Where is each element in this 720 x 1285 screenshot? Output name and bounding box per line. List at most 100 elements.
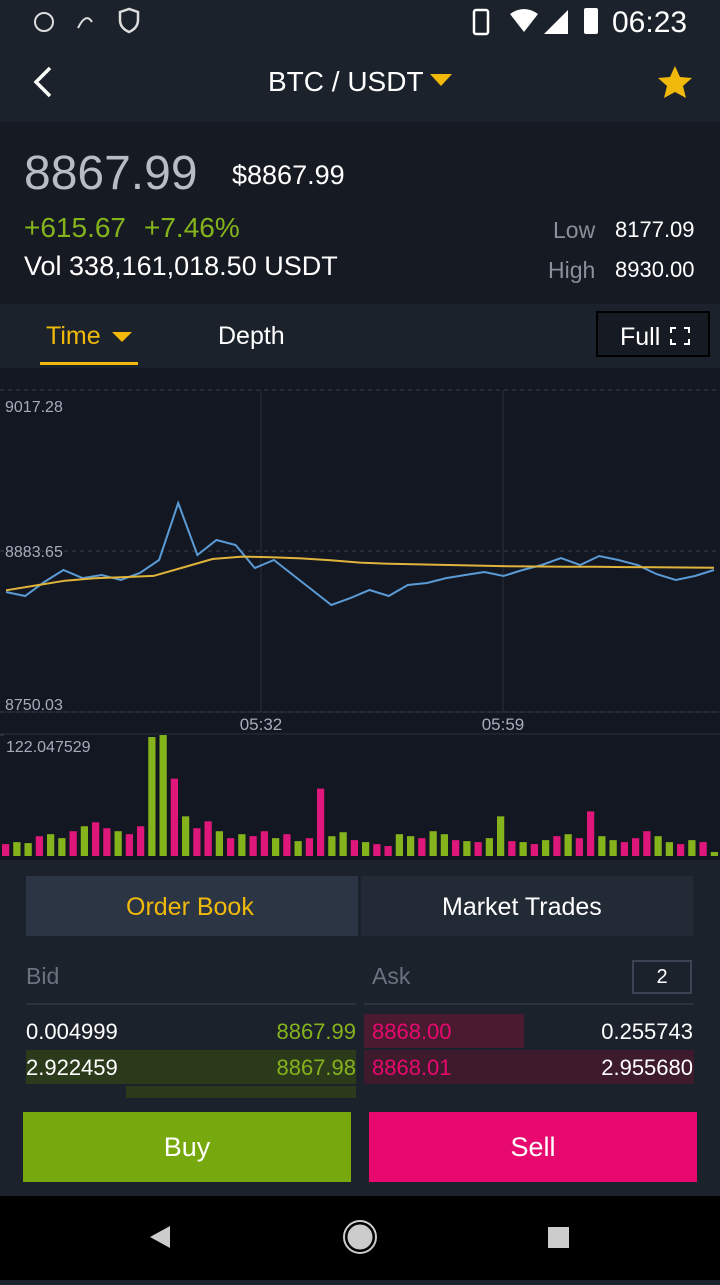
volume-bar [553, 836, 561, 856]
volume-bar [2, 844, 10, 856]
volume-bar [373, 844, 381, 856]
market-trades-tab[interactable]: Market Trades [361, 876, 693, 936]
last-price: 8867.99 [24, 147, 198, 200]
volume-bar [575, 838, 583, 856]
volume-bar [182, 816, 190, 856]
tab-label: Market Trades [442, 893, 602, 921]
volume-bar [710, 852, 718, 856]
bid-amount: 2.922459 [26, 1055, 118, 1080]
price-line [5, 499, 715, 607]
volume-bar [598, 836, 606, 856]
volume-bar [148, 737, 156, 856]
bid-depth-bar [126, 1086, 356, 1100]
volume-bar [283, 834, 291, 856]
ticker-panel: 8867.99 $8867.99 +615.67 +7.46% Vol 338,… [0, 122, 720, 304]
volume-bar [227, 838, 235, 856]
volume-bar [688, 840, 696, 856]
volume-bar [193, 828, 201, 856]
price-change-pct: +7.46% [144, 212, 240, 243]
volume-bar [564, 834, 572, 856]
home-ring [343, 1220, 377, 1254]
volume-bar [294, 841, 302, 856]
price-chart: 05:32 05:59 9017.28 8883.65 8750.03 122.047… [0, 368, 720, 860]
bid-amount: 0.004999 [26, 1019, 118, 1044]
icon [584, 8, 598, 34]
back-key[interactable] [150, 1226, 170, 1248]
star [658, 66, 692, 98]
caret [112, 332, 132, 342]
volume-bar [677, 844, 685, 856]
expand-shape [670, 327, 690, 345]
volume-bar [463, 841, 471, 856]
volume-bar [530, 844, 538, 856]
system-nav-bar [0, 1196, 720, 1280]
back-button[interactable] [28, 64, 58, 100]
volume-bar [407, 836, 415, 856]
volume-bar [497, 816, 505, 856]
dropdown-icon [112, 332, 132, 342]
volume-bar [519, 842, 527, 856]
bid-price: 8867.98 [276, 1055, 356, 1080]
home-key[interactable] [344, 1221, 376, 1253]
volume-bar [159, 735, 167, 856]
icon [118, 7, 140, 34]
y-tick-label: 8883.65 [5, 544, 63, 561]
ask-depth-bar [364, 1014, 524, 1048]
volume: Vol 338,161,018.50 USDT [24, 251, 338, 281]
volume-bar [452, 840, 460, 856]
volume-bar [429, 831, 437, 856]
price-usd: $8867.99 [232, 160, 345, 190]
favorite-button[interactable] [656, 64, 694, 100]
volume-bar [238, 834, 246, 856]
precision-selector[interactable]: 2 [632, 960, 692, 994]
pair-selector[interactable]: BTC / USDT [268, 66, 424, 97]
volume-tick-label: 122.047529 [6, 739, 91, 756]
status-bar: 06:23 [0, 0, 720, 44]
icon [544, 10, 568, 34]
sell-button[interactable]: Sell [369, 1112, 697, 1182]
price-line [5, 555, 715, 592]
icon [34, 12, 54, 32]
time-tab[interactable]: Time [46, 322, 101, 350]
icon [472, 8, 490, 36]
full-button[interactable]: Full [596, 311, 710, 357]
ask-header: Ask [372, 963, 411, 989]
volume-bar [328, 836, 336, 856]
x-tick-label: 05:59 [482, 715, 525, 734]
nav-header: BTC / USDT [0, 44, 720, 122]
volume-bar [215, 831, 223, 856]
volume-bar [632, 838, 640, 856]
volume-bar [103, 828, 111, 856]
divider [26, 1003, 356, 1005]
volume-bar [699, 842, 707, 856]
buy-button[interactable]: Buy [23, 1112, 351, 1182]
volume-bar [80, 826, 88, 856]
tab-label: Order Book [126, 893, 254, 921]
recents-key[interactable] [548, 1227, 569, 1248]
volume-bar [47, 834, 55, 856]
status-icons [34, 7, 598, 36]
volume-bar [665, 842, 673, 856]
volume-bar [317, 788, 325, 856]
volume-bar [620, 842, 628, 856]
clock: 06:23 [612, 6, 688, 39]
volume-bar [418, 838, 426, 856]
high-value: 8930.00 [615, 257, 695, 282]
volume-bar [114, 831, 122, 856]
icon [510, 9, 538, 32]
volume-bar [24, 843, 32, 856]
depth-tab[interactable]: Depth [218, 322, 285, 350]
order-book-tab[interactable]: Order Book [26, 876, 358, 936]
volume-bar [362, 842, 370, 856]
ask-price: 8868.00 [372, 1019, 452, 1044]
volume-bar [643, 831, 651, 856]
ask-depth-bar [364, 1050, 694, 1084]
volume-bar [137, 826, 145, 856]
volume-bar [58, 838, 66, 856]
volume-bar [474, 842, 482, 856]
divider [364, 1003, 694, 1005]
back-icon [33, 66, 52, 98]
volume-bar [654, 836, 662, 856]
full-label: Full [620, 323, 661, 351]
bid-price: 8867.99 [276, 1019, 356, 1044]
